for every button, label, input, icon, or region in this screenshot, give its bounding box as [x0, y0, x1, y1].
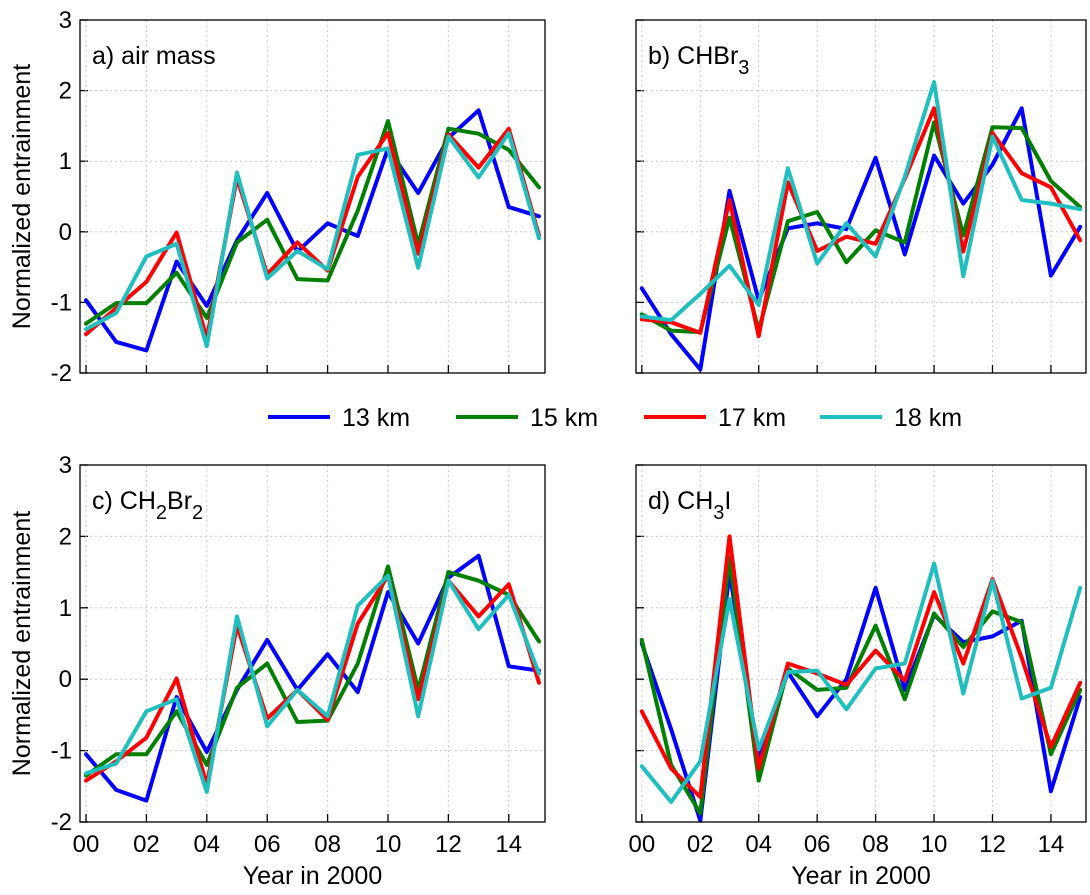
x-axis-label: Year in 2000 — [243, 862, 382, 890]
axes-frame — [635, 464, 1087, 823]
series-line-13km — [84, 108, 541, 353]
x-tick-label: 04 — [745, 831, 772, 858]
y-tick-label: 1 — [59, 595, 72, 622]
series-group — [639, 534, 1083, 822]
x-tick-label: 12 — [435, 831, 462, 858]
y-tick-label: -2 — [51, 360, 72, 387]
y-tick-label: -1 — [51, 738, 72, 765]
series-line-13km — [639, 570, 1083, 822]
axes-frame — [79, 464, 546, 823]
legend-entry: 17 km — [644, 404, 786, 432]
legend-entry: 15 km — [456, 404, 598, 432]
legend-label: 17 km — [718, 404, 786, 432]
x-tick-label: 10 — [921, 831, 948, 858]
y-tick-label: 3 — [59, 452, 72, 479]
series-line-15km — [84, 119, 541, 326]
y-tick-label: -1 — [51, 289, 72, 316]
x-tick-label: 02 — [687, 831, 714, 858]
series-line-18km — [639, 561, 1083, 804]
x-axis-label: Year in 2000 — [791, 862, 930, 890]
panel-label: b) CHBr3 — [648, 42, 749, 79]
x-tick-label: 08 — [314, 831, 341, 858]
legend-entry: 13 km — [268, 404, 410, 432]
y-axis-label: Normalized entrainment — [8, 64, 36, 329]
axes-frame — [79, 19, 546, 374]
x-tick-label: 06 — [804, 831, 831, 858]
legend-label: 15 km — [530, 404, 598, 432]
x-tick-label: 00 — [628, 831, 655, 858]
series-line-13km — [84, 553, 541, 803]
y-tick-label: 0 — [59, 219, 72, 246]
y-tick-label: 3 — [59, 7, 72, 34]
series-group — [639, 80, 1083, 372]
series-group — [84, 553, 541, 803]
legend-label: 18 km — [894, 404, 962, 432]
y-tick-label: -2 — [51, 809, 72, 836]
series-line-18km — [84, 131, 541, 349]
x-tick-label: 14 — [1038, 831, 1065, 858]
axes-frame — [635, 19, 1087, 374]
x-tick-label: 02 — [133, 831, 160, 858]
x-tick-label: 08 — [862, 831, 889, 858]
series-line-17km — [639, 534, 1083, 799]
series-group — [84, 108, 541, 353]
panel-label: d) CH3I — [648, 487, 731, 524]
y-axis-label: Normalized entrainment — [8, 511, 36, 776]
legend-label: 13 km — [342, 404, 410, 432]
y-tick-label: 0 — [59, 666, 72, 693]
x-tick-label: 04 — [193, 831, 220, 858]
series-line-17km — [84, 126, 541, 341]
panel-label: a) air mass — [92, 42, 216, 70]
x-tick-label: 10 — [375, 831, 402, 858]
y-tick-label: 1 — [59, 148, 72, 175]
x-tick-label: 00 — [73, 831, 100, 858]
panel-a: -2 -1 0 1 2 3 a) air mass Normalized entrainmen… — [8, 7, 546, 387]
panel-d: 00 02 04 06 08 10 12 14 d) CH3I Year in 2000 — [628, 464, 1087, 890]
series-line-15km — [84, 564, 541, 778]
series-line-18km — [84, 573, 541, 794]
y-tick-label: 2 — [59, 78, 72, 105]
panel-b: b) CHBr3 — [635, 19, 1087, 374]
x-tick-label: 14 — [495, 831, 522, 858]
series-line-17km — [84, 573, 541, 787]
legend: 13 km 15 km 17 km 18 km — [268, 404, 962, 432]
x-tick-label: 12 — [979, 831, 1006, 858]
y-tick-label: 2 — [59, 523, 72, 550]
panel-label: c) CH2Br2 — [92, 487, 203, 524]
legend-entry: 18 km — [820, 404, 962, 432]
x-tick-label: 06 — [254, 831, 281, 858]
series-line-18km — [639, 80, 1083, 323]
